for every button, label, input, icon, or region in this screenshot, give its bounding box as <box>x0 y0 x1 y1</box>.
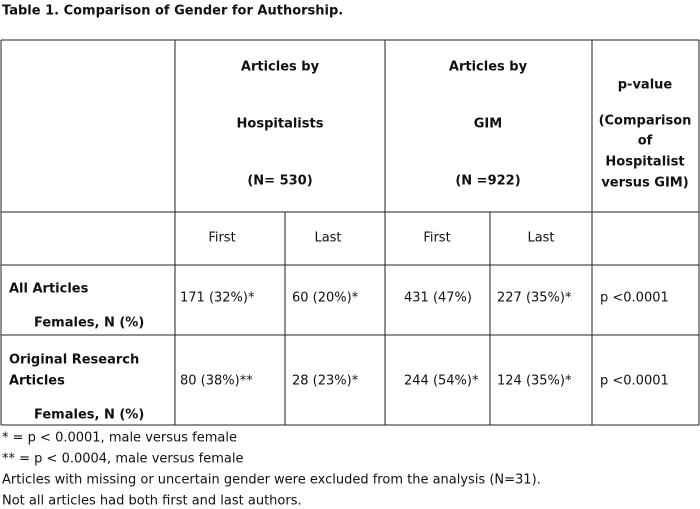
column-header: p-value <box>618 78 673 93</box>
cell: 171 (32%)* <box>180 291 255 306</box>
column-header: (N= 530) <box>247 174 312 189</box>
subheader: Last <box>314 231 341 246</box>
footnote: Articles with missing or uncertain gende… <box>2 473 541 488</box>
footnote: Not all articles had both first and last… <box>2 494 302 509</box>
cell: 227 (35%)* <box>497 291 572 306</box>
column-header: (N =922) <box>455 174 520 189</box>
table-title: Table 1. Comparison of Gender for Author… <box>2 4 343 19</box>
cell: 60 (20%)* <box>292 291 359 306</box>
cell: 244 (54%)* <box>404 374 479 389</box>
row-sublabel: Females, N (%) <box>34 408 144 423</box>
column-header: Hospitalist <box>605 155 684 170</box>
row-label: Original Research <box>9 353 139 368</box>
subheader: Last <box>527 231 554 246</box>
column-header: Articles by <box>449 60 528 75</box>
row-sublabel: Females, N (%) <box>34 316 144 331</box>
column-header: GIM <box>474 117 502 132</box>
footnote: * = p < 0.0001, male versus female <box>2 431 237 446</box>
row-label: Articles <box>9 374 65 389</box>
footnote: ** = p < 0.0004, male versus female <box>2 452 243 467</box>
cell: 28 (23%)* <box>292 374 359 389</box>
cell: p <0.0001 <box>600 374 669 389</box>
cell: 80 (38%)** <box>180 374 253 389</box>
column-header: (Comparison <box>599 114 692 129</box>
subheader: First <box>208 231 235 246</box>
column-header: Hospitalists <box>237 117 324 132</box>
table-grid <box>0 39 700 426</box>
cell: 431 (47%) <box>404 291 472 306</box>
cell: p <0.0001 <box>600 291 669 306</box>
column-header: Articles by <box>241 60 320 75</box>
subheader: First <box>423 231 450 246</box>
cell: 124 (35%)* <box>497 374 572 389</box>
column-header: versus GIM) <box>601 176 688 191</box>
row-label: All Articles <box>9 282 89 297</box>
column-header: of <box>638 134 653 149</box>
